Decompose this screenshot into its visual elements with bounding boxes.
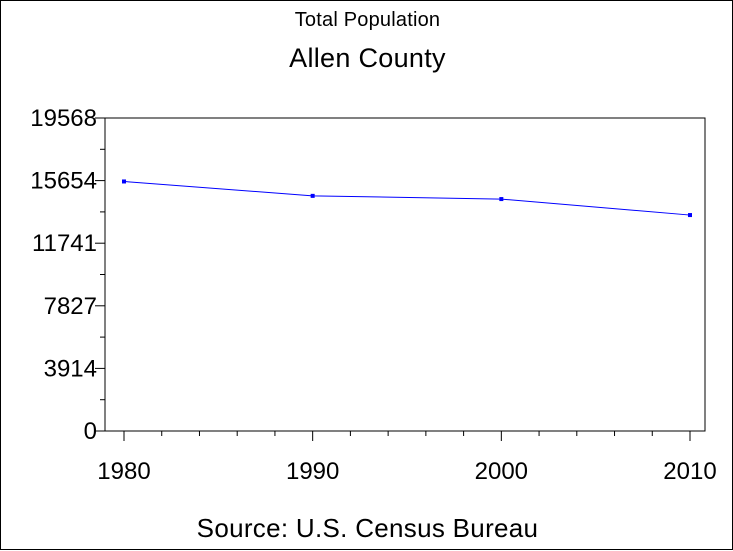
y-tick-label: 15654	[30, 168, 97, 195]
data-point	[122, 179, 126, 184]
x-tick-label: 2010	[663, 458, 716, 485]
x-tick-label: 2000	[475, 458, 528, 485]
chart-subtitle: Allen County	[289, 43, 446, 73]
chart-title: Total Population	[294, 9, 441, 31]
series-population	[122, 179, 692, 218]
y-tick-label: 3914	[44, 355, 97, 382]
x-axis: 1980 1990 2000 2010	[97, 431, 717, 485]
plot-area-border	[104, 117, 706, 432]
x-tick-label: 1980	[97, 458, 150, 485]
y-tick-label: 0	[84, 418, 97, 445]
y-axis: 0 3914 7827 11741 15654 19568	[30, 105, 105, 445]
x-tick-label: 1990	[286, 458, 339, 485]
data-point	[688, 213, 692, 218]
data-point	[499, 197, 504, 202]
data-point	[310, 193, 315, 198]
y-tick-label: 11741	[32, 230, 97, 257]
series-line	[123, 180, 691, 216]
y-tick-label: 19568	[30, 105, 97, 132]
source-footnote: Source: U.S. Census Bureau	[196, 513, 539, 543]
y-tick-label: 7827	[44, 293, 97, 320]
